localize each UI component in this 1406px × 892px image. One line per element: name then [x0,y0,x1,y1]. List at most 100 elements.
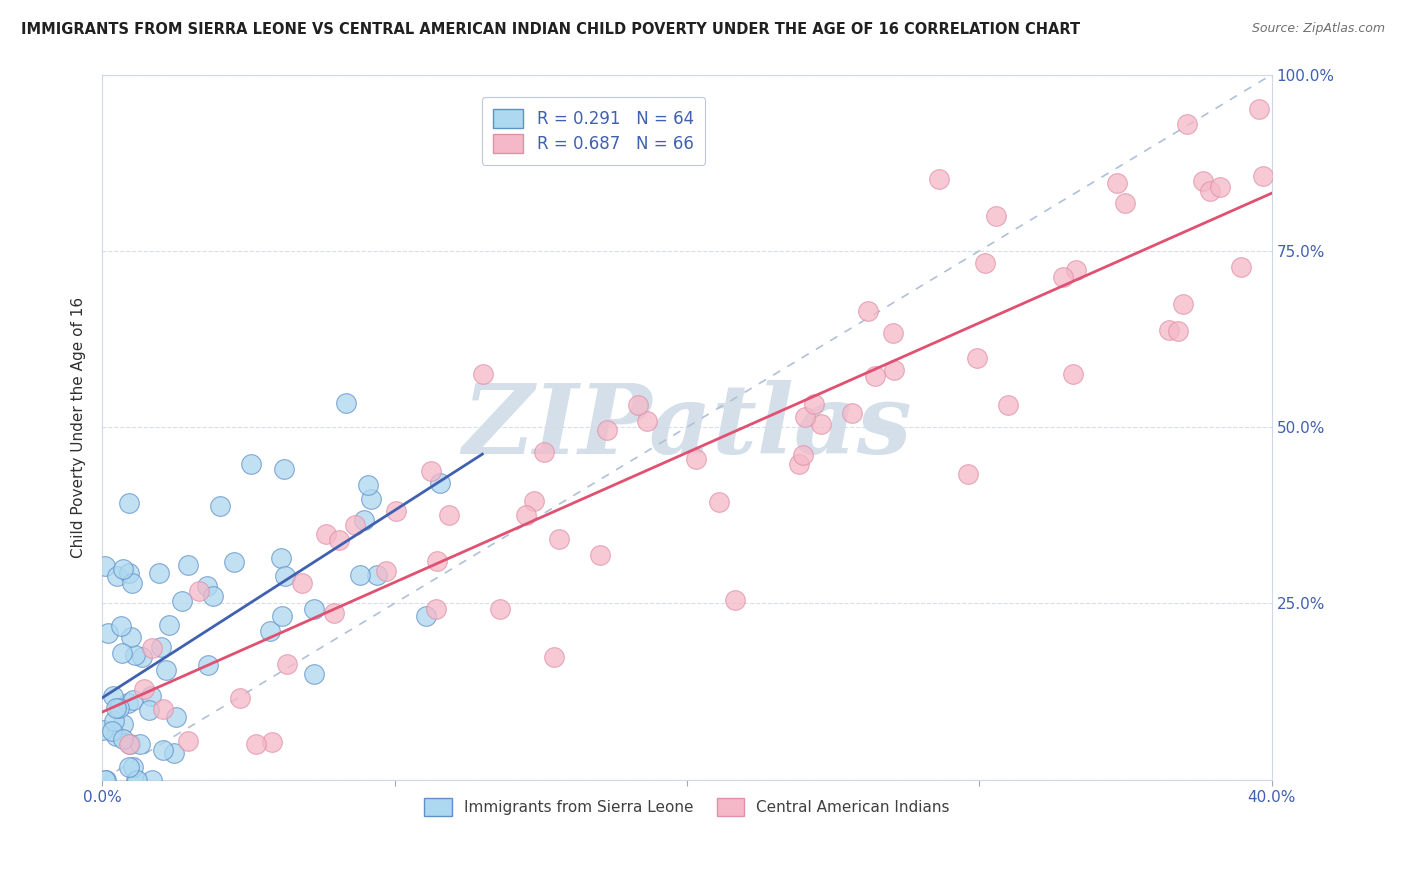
Point [426,554,449,568]
Point [1107,176,1129,190]
Point [245,737,267,751]
Point [111,731,134,746]
Point [118,737,141,751]
Point [357,478,380,492]
Point [1157,323,1180,337]
Point [94,772,117,787]
Point [793,410,815,425]
Point [112,716,135,731]
Point [139,690,162,704]
Point [1198,184,1220,198]
Point [270,551,292,566]
Point [118,760,141,774]
Point [547,532,569,546]
Point [349,567,371,582]
Point [685,452,707,467]
Point [128,737,150,751]
Point [138,703,160,717]
Point [157,618,180,632]
Point [276,657,298,671]
Point [97,625,120,640]
Point [863,368,886,383]
Point [118,496,141,510]
Point [1230,260,1253,274]
Point [162,746,184,760]
Point [437,508,460,523]
Point [636,415,658,429]
Point [302,601,325,615]
Point [291,576,314,591]
Point [141,641,163,656]
Point [121,575,143,590]
Point [302,667,325,681]
Point [589,548,612,562]
Text: Source: ZipAtlas.com: Source: ZipAtlas.com [1251,22,1385,36]
Point [91,723,114,737]
Point [997,398,1019,412]
Point [229,690,252,705]
Point [1062,368,1084,382]
Point [152,702,174,716]
Point [105,700,128,714]
Point [134,681,156,696]
Point [515,508,537,523]
Point [882,326,904,341]
Point [488,602,510,616]
Point [415,609,437,624]
Point [335,395,357,409]
Point [155,663,177,677]
Point [1192,174,1215,188]
Point [274,568,297,582]
Point [262,735,284,749]
Point [101,724,124,739]
Point [121,760,143,774]
Point [353,513,375,527]
Point [724,592,747,607]
Point [1253,169,1275,183]
Point [328,533,350,547]
Point [177,734,200,748]
Point [419,464,441,478]
Point [120,630,142,644]
Point [543,649,565,664]
Point [323,607,346,621]
Point [856,303,879,318]
Point [472,367,495,381]
Point [1167,325,1189,339]
Point [188,584,211,599]
Point [385,503,408,517]
Point [984,209,1007,223]
Point [170,594,193,608]
Point [222,555,245,569]
Point [202,589,225,603]
Point [344,518,367,533]
Point [127,772,149,787]
Point [596,423,619,437]
Point [787,457,810,471]
Point [883,363,905,377]
Point [1114,195,1136,210]
Point [101,689,124,703]
Point [366,568,388,582]
Point [152,742,174,756]
Point [94,559,117,574]
Point [240,457,263,471]
Point [110,619,132,633]
Point [103,714,125,728]
Point [271,608,294,623]
Point [118,737,141,751]
Point [360,492,382,507]
Point [522,494,544,508]
Point [105,568,128,582]
Point [165,710,187,724]
Point [1209,180,1232,194]
Point [131,650,153,665]
Point [1247,102,1270,116]
Legend: Immigrants from Sierra Leone, Central American Indians: Immigrants from Sierra Leone, Central Am… [415,789,959,825]
Point [966,351,988,365]
Y-axis label: Child Poverty Under the Age of 16: Child Poverty Under the Age of 16 [72,296,86,558]
Point [792,449,814,463]
Point [121,693,143,707]
Text: ZIPatlas: ZIPatlas [463,380,912,474]
Point [533,445,555,459]
